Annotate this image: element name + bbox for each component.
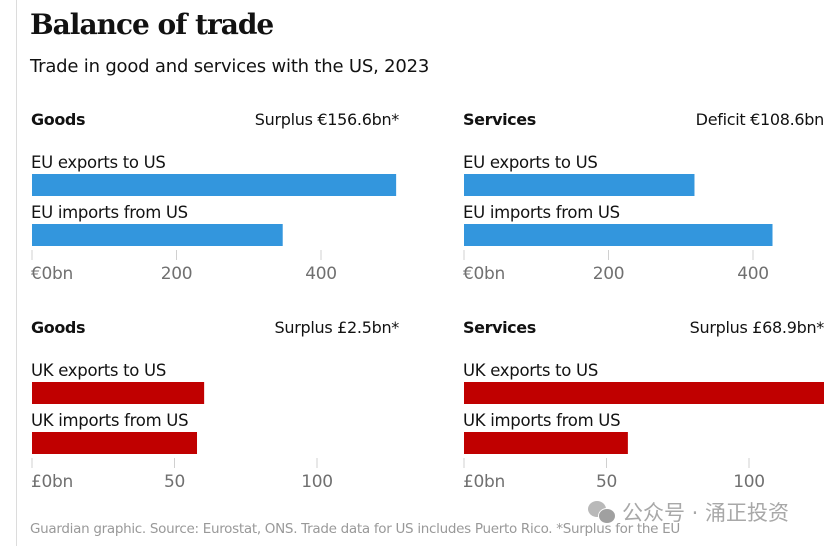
- chart-title: Balance of trade: [30, 8, 274, 41]
- panel-category: Services: [463, 110, 536, 129]
- panel-eu-services: Services Deficit €108.6bn EU exports to …: [463, 110, 824, 300]
- panel-balance: Surplus £2.5bn*: [274, 318, 400, 337]
- bar-imports: [32, 224, 283, 246]
- panel-category: Goods: [31, 318, 86, 337]
- tick-label: €0bn: [463, 264, 505, 284]
- bar-plot: EU exports to US EU imports from US €0bn 20…: [463, 153, 773, 284]
- bar-exports: [464, 174, 695, 196]
- panel-balance: Surplus €156.6bn*: [254, 110, 400, 129]
- bar-label: EU imports from US: [31, 203, 188, 222]
- bar-label: UK imports from US: [463, 411, 620, 430]
- panel-category: Goods: [31, 110, 86, 129]
- bar-label: EU exports to US: [463, 153, 598, 172]
- bar-imports: [464, 224, 773, 246]
- bar-label: UK imports from US: [31, 411, 188, 430]
- tick-label: 50: [164, 472, 185, 492]
- left-rule: [16, 0, 17, 546]
- bar-exports: [464, 382, 824, 404]
- bar-plot: EU exports to US EU imports from US €0bn 20…: [31, 153, 397, 284]
- watermark: 公众号 · 涌正投资: [588, 497, 789, 527]
- tick-label: 200: [593, 264, 625, 284]
- panel-balance: Deficit €108.6bn: [695, 110, 825, 129]
- bar-exports: [32, 174, 397, 196]
- bar-plot: UK exports to US UK imports from US £0bn 50…: [463, 361, 824, 492]
- bar-label: EU exports to US: [31, 153, 166, 172]
- chart-subtitle: Trade in good and services with the US, …: [30, 56, 430, 77]
- wechat-icon: [588, 501, 616, 524]
- panel-uk-goods: Goods Surplus £2.5bn* UK exports to US UK…: [31, 318, 399, 508]
- tick-label: 100: [733, 472, 765, 492]
- tick-label: 400: [305, 264, 337, 284]
- panel-eu-goods: Goods Surplus €156.6bn* EU exports to US…: [31, 110, 399, 300]
- bar-label: UK exports to US: [463, 361, 598, 380]
- tick-label: €0bn: [31, 264, 73, 284]
- bar-label: UK exports to US: [31, 361, 166, 380]
- panel-category: Services: [463, 318, 536, 337]
- tick-label: £0bn: [31, 472, 73, 492]
- bar-label: EU imports from US: [463, 203, 620, 222]
- tick-label: 100: [301, 472, 333, 492]
- watermark-text: 公众号 · 涌正投资: [622, 501, 790, 525]
- tick-label: 400: [737, 264, 769, 284]
- tick-label: 200: [161, 264, 193, 284]
- tick-label: 50: [596, 472, 617, 492]
- panel-uk-services: Services Surplus £68.9bn* UK exports to …: [463, 318, 824, 508]
- panel-balance: Surplus £68.9bn*: [689, 318, 825, 337]
- bar-imports: [32, 432, 198, 454]
- tick-label: £0bn: [463, 472, 505, 492]
- source-note: Guardian graphic. Source: Eurostat, ONS.…: [30, 521, 680, 537]
- bar-imports: [464, 432, 628, 454]
- bar-exports: [32, 382, 205, 404]
- bar-plot: UK exports to US UK imports from US £0bn 50…: [31, 361, 333, 492]
